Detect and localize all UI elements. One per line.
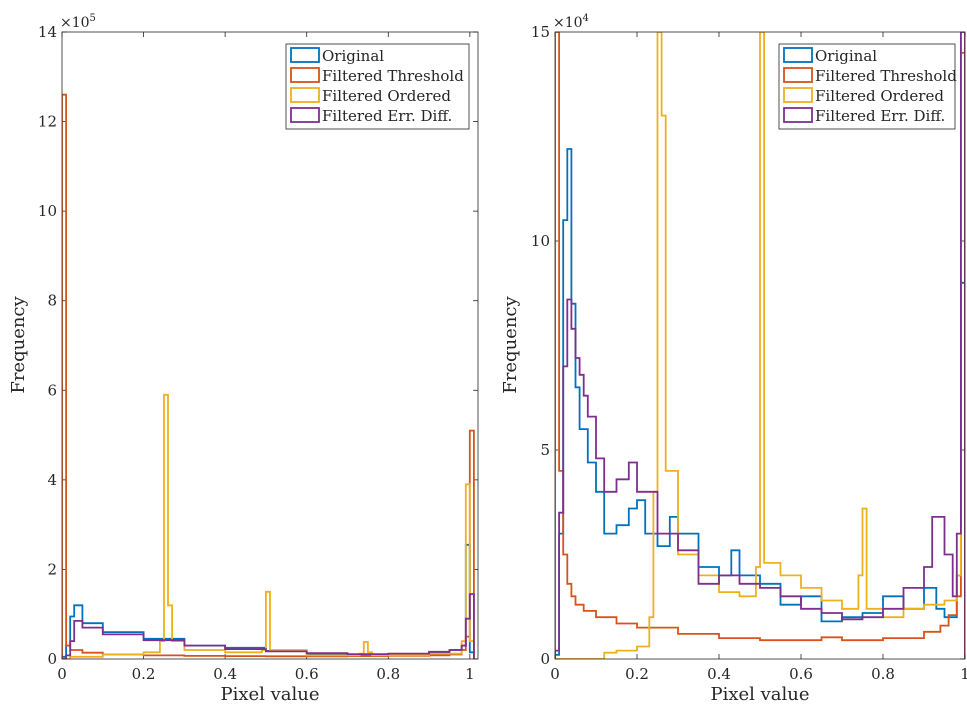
y-tick-label: 0: [540, 650, 550, 668]
x-tick-label: 0.8: [376, 665, 400, 683]
x-tick-label: 0.6: [789, 665, 813, 683]
left-axes-box: [61, 31, 479, 660]
legend-box: [285, 43, 470, 130]
legend-swatch: [290, 107, 320, 123]
y-tick-label: 8: [47, 292, 57, 310]
right-x-axis-label: Pixel value: [710, 684, 809, 705]
legend-entry-label: Filtered Threshold: [322, 67, 464, 85]
legend-entry-label: Original: [815, 47, 877, 65]
left-x-axis-label: Pixel value: [220, 684, 319, 705]
series-filtered-threshold-line: [62, 93, 475, 659]
legend-swatch: [290, 67, 320, 83]
series-filtered-err-diff-line: [62, 593, 475, 659]
right-axes-box: [554, 31, 966, 660]
legend-swatch: [783, 47, 813, 63]
series-filtered-threshold-line: [555, 32, 965, 659]
legend-entry-label: Filtered Err. Diff.: [322, 107, 452, 125]
legend-swatch: [290, 47, 320, 63]
legend-swatch: [783, 67, 813, 83]
y-tick-label: 12: [38, 113, 57, 131]
y-tick-label: 6: [47, 381, 57, 399]
legend-entry-label: Filtered Ordered: [322, 87, 451, 105]
right-y-axis-label: Frequency: [500, 295, 521, 393]
legend-entry-label: Filtered Threshold: [815, 67, 957, 85]
legend-box: [778, 43, 956, 130]
x-tick-label: 0.6: [295, 665, 319, 683]
legend-entry-label: Original: [322, 47, 384, 65]
y-tick-label: 10: [531, 232, 550, 250]
right-legend: Original Filtered Threshold Filtered Order…: [778, 43, 957, 130]
series-filtered-ordered-line: [62, 393, 475, 659]
y-tick-label: 15: [531, 23, 550, 41]
series-filtered-err-diff-line: [555, 32, 965, 659]
x-tick-label: 0.4: [213, 665, 237, 683]
legend-swatch: [783, 87, 813, 103]
left-legend: Original Filtered Threshold Filtered Order…: [285, 43, 470, 130]
legend-entry-label: Filtered Ordered: [815, 87, 944, 105]
right-series-group: [555, 32, 965, 659]
x-tick-label: 0.8: [871, 665, 895, 683]
y-tick-label: 0: [47, 650, 57, 668]
x-tick-label: 0.4: [707, 665, 731, 683]
series-filtered-ordered-line: [555, 32, 965, 659]
y-tick-label: 4: [47, 471, 57, 489]
left-series-group: [62, 93, 475, 659]
x-tick-label: 1: [465, 665, 475, 683]
x-tick-label: 0.2: [625, 665, 649, 683]
legend-entry-label: Filtered Err. Diff.: [815, 107, 945, 125]
left-y-exponent: ×105: [60, 13, 96, 31]
x-tick-label: 0: [550, 665, 560, 683]
x-tick-label: 0.2: [132, 665, 156, 683]
y-tick-label: 14: [38, 23, 57, 41]
right-y-exponent: ×104: [553, 13, 589, 31]
legend-swatch: [290, 87, 320, 103]
y-tick-label: 10: [38, 202, 57, 220]
legend-swatch: [783, 107, 813, 123]
left-y-axis-label: Frequency: [8, 295, 29, 393]
x-tick-label: 0: [57, 665, 67, 683]
x-tick-label: 1: [960, 665, 967, 683]
y-tick-label: 5: [540, 441, 550, 459]
left-axes-ticks: [61, 31, 478, 660]
y-tick-label: 2: [47, 560, 57, 578]
